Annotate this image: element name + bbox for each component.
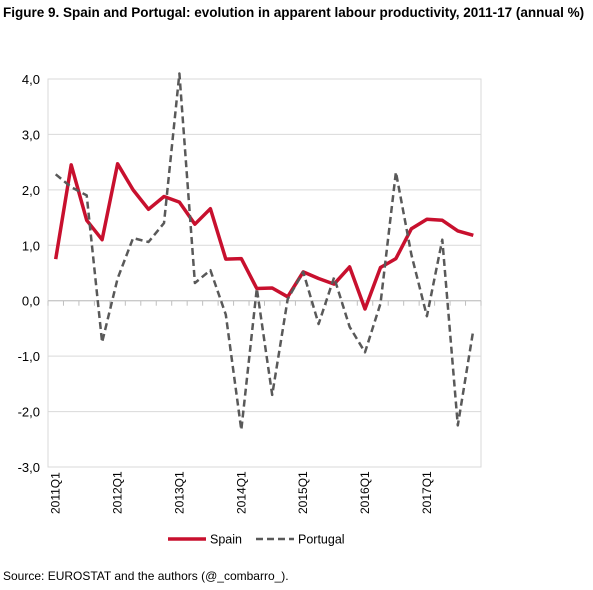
legend: Spain Portugal <box>168 533 345 547</box>
x-axis-labels: 2011Q1 2012Q1 2013Q1 2014Q1 2015Q1 2016Q1 2017… <box>49 471 434 514</box>
y-tick-label: -2,0 <box>18 405 40 420</box>
series-lines <box>53 72 475 432</box>
y-tick-label: -1,0 <box>18 349 40 364</box>
x-tick-label: 2013Q1 <box>172 471 186 514</box>
series-line-spain <box>53 162 474 311</box>
figure-title: Figure 9. Spain and Portugal: evolution … <box>3 5 585 20</box>
x-tick-label: 2015Q1 <box>296 471 310 514</box>
axes <box>47 78 482 468</box>
y-tick-label: 4,0 <box>22 72 40 87</box>
x-tick-label: 2014Q1 <box>234 471 248 514</box>
legend-label-spain: Spain <box>210 533 242 547</box>
y-axis-labels: -3,0 -2,0 -1,0 0,0 1,0 2,0 3,0 4,0 <box>18 72 40 475</box>
y-tick-label: 1,0 <box>22 238 40 253</box>
x-tick-label: 2017Q1 <box>420 471 434 514</box>
y-tick-label: 2,0 <box>22 183 40 198</box>
y-tick-label: 3,0 <box>22 127 40 142</box>
x-tick-label: 2011Q1 <box>49 472 63 514</box>
series-line-portugal <box>54 72 475 432</box>
source-note: Source: EUROSTAT and the authors (@_comb… <box>3 569 289 583</box>
x-tick-label: 2016Q1 <box>358 471 372 514</box>
x-tick-label: 2012Q1 <box>111 471 125 514</box>
plot-frame <box>47 78 482 468</box>
legend-label-portugal: Portugal <box>298 533 345 547</box>
y-tick-label: -3,0 <box>18 460 40 475</box>
y-tick-label: 0,0 <box>22 294 40 309</box>
